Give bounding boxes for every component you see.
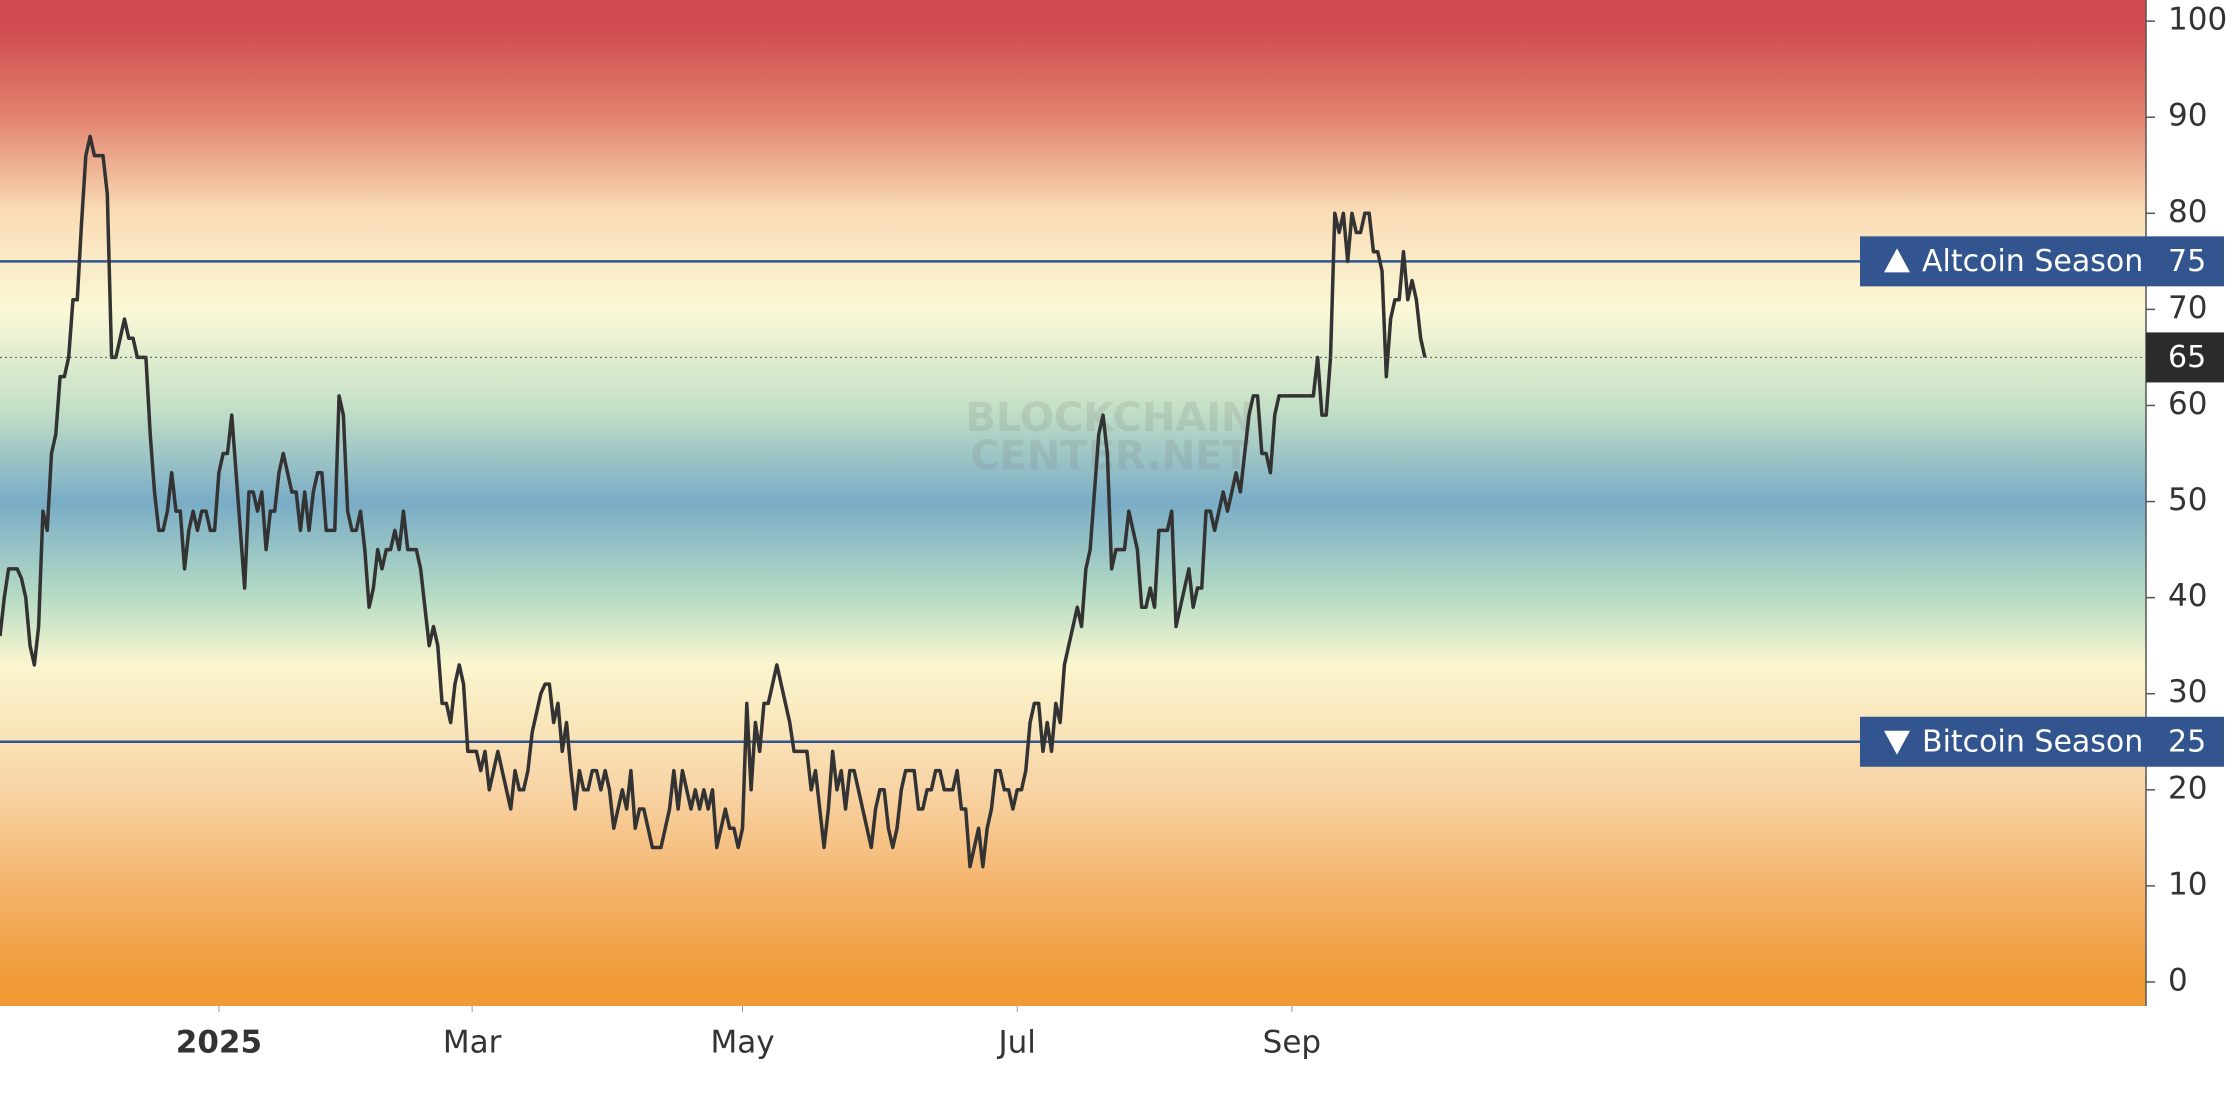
x-tick-label: Sep (1263, 1025, 1321, 1061)
y-tick-label: 0 (2168, 962, 2188, 998)
reference-value: 25 (2168, 724, 2206, 759)
y-tick-label: 60 (2168, 386, 2207, 422)
y-tick-label: 80 (2168, 194, 2207, 230)
last-value-box (2146, 332, 2224, 383)
x-tick-label: Jul (997, 1025, 1036, 1061)
reference-label: Altcoin Season (1922, 244, 2143, 279)
watermark: CENTER.NET (970, 433, 1250, 479)
y-tick-label: 30 (2168, 674, 2207, 710)
y-tick-label: 70 (2168, 290, 2207, 326)
watermark: BLOCKCHAIN (965, 395, 1254, 441)
y-tick-label: 40 (2168, 578, 2207, 614)
reference-label-box (1860, 716, 2146, 767)
reference-label-box (1860, 236, 2146, 287)
reference-value-box (2146, 716, 2224, 767)
x-tick-label: Mar (443, 1025, 502, 1061)
reference-value-box (2146, 236, 2224, 287)
reference-arrow (1884, 248, 1910, 273)
y-tick-label: 50 (2168, 482, 2207, 518)
x-tick-label: 2025 (176, 1025, 262, 1061)
reference-value: 75 (2168, 244, 2206, 279)
x-tick-label: May (710, 1025, 774, 1061)
reference-arrow (1884, 730, 1910, 755)
y-tick-label: 20 (2168, 770, 2207, 806)
data-line (0, 134, 1427, 869)
reference-label: Bitcoin Season (1922, 724, 2143, 759)
y-tick-label: 100 (2168, 2, 2227, 38)
y-tick-label: 10 (2168, 866, 2207, 902)
y-tick-label: 90 (2168, 98, 2207, 134)
last-value-label: 65 (2168, 340, 2206, 375)
plot-background (0, 0, 2146, 1006)
